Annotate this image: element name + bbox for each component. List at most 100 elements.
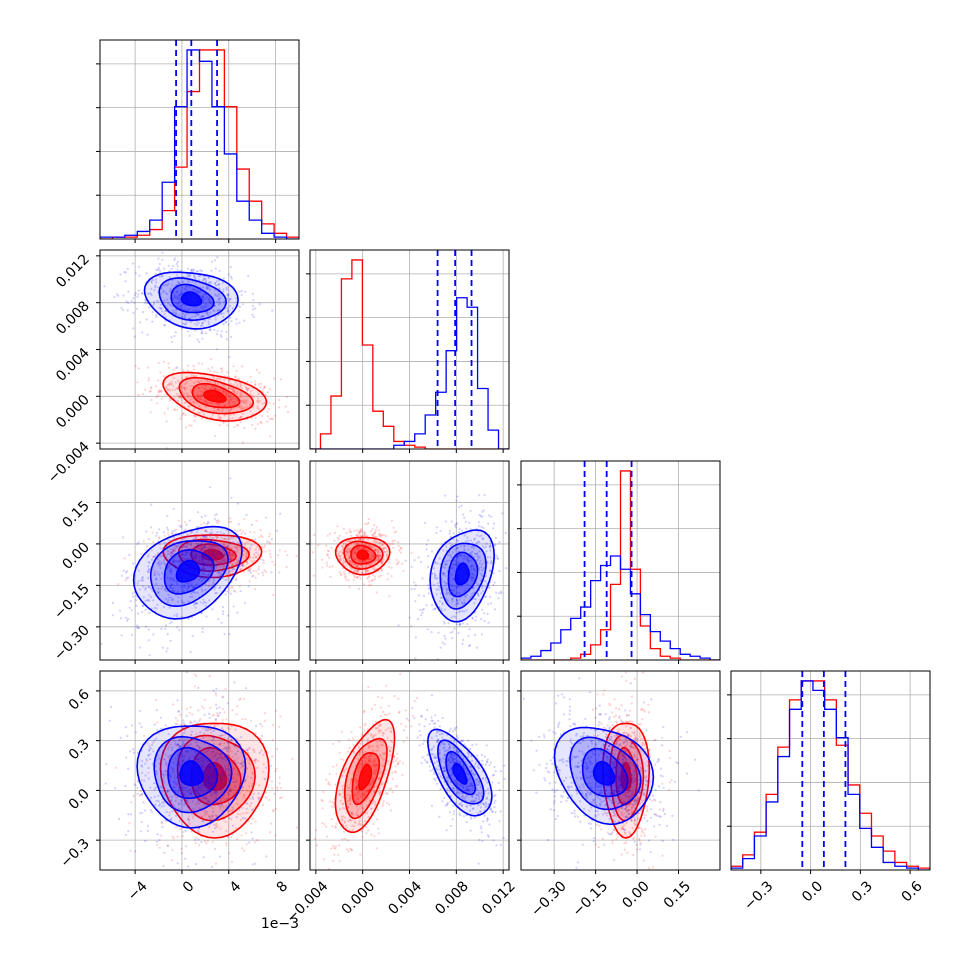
scatter-point xyxy=(184,553,187,556)
scatter-point xyxy=(207,781,211,784)
scatter-point xyxy=(480,633,483,636)
scatter-point xyxy=(149,389,152,393)
scatter-point xyxy=(155,577,158,581)
scatter-point xyxy=(202,796,205,799)
scatter-point xyxy=(183,584,186,587)
scatter-point xyxy=(190,398,193,401)
scatter-point xyxy=(356,565,359,568)
scatter-point xyxy=(225,750,228,754)
scatter-point xyxy=(269,831,272,834)
scatter-point xyxy=(213,546,216,549)
scatter-point xyxy=(178,295,181,298)
scatter-point xyxy=(208,565,211,569)
scatter-point xyxy=(268,535,271,538)
scatter-point xyxy=(427,587,430,590)
scatter-point xyxy=(378,533,381,536)
scatter-point xyxy=(200,379,203,383)
scatter-point xyxy=(471,573,474,576)
scatter-point xyxy=(207,875,209,877)
scatter-point xyxy=(139,793,142,797)
scatter-point xyxy=(209,783,212,786)
scatter-point xyxy=(452,532,455,535)
scatter-point xyxy=(487,603,490,606)
scatter-point xyxy=(260,553,263,556)
scatter-point xyxy=(197,381,200,384)
scatter-point xyxy=(257,400,260,403)
scatter-point xyxy=(186,533,189,536)
scatter-point xyxy=(356,569,359,572)
scatter-point xyxy=(235,381,238,384)
scatter-point xyxy=(399,546,402,550)
scatter-point xyxy=(136,792,139,795)
scatter-point xyxy=(236,561,239,565)
scatter-point xyxy=(438,557,441,560)
scatter-point xyxy=(193,368,196,371)
scatter-point xyxy=(207,287,210,290)
scatter-point xyxy=(177,743,180,746)
scatter-point xyxy=(198,802,201,805)
scatter-point xyxy=(166,590,169,593)
scatter-point xyxy=(395,530,398,533)
scatter-point xyxy=(397,624,400,627)
scatter-point xyxy=(467,559,470,562)
scatter-point xyxy=(479,559,482,562)
scatter-point xyxy=(444,563,447,566)
scatter-point xyxy=(165,386,168,389)
scatter-point xyxy=(169,639,172,643)
scatter-point xyxy=(96,762,98,764)
scatter-point xyxy=(212,789,216,792)
scatter-point xyxy=(216,571,219,575)
scatter-point xyxy=(359,559,362,562)
scatter-point xyxy=(148,306,151,309)
scatter-point xyxy=(236,802,239,805)
scatter-point xyxy=(373,532,376,536)
scatter-point xyxy=(245,552,248,555)
scatter-point xyxy=(449,593,452,596)
scatter-point xyxy=(132,795,135,798)
scatter-point xyxy=(136,626,139,629)
scatter-point xyxy=(198,411,201,414)
scatter-point xyxy=(213,540,216,543)
scatter-point xyxy=(147,766,150,770)
scatter-point xyxy=(472,576,475,579)
scatter-point xyxy=(201,786,204,789)
scatter-point xyxy=(224,783,227,786)
scatter-point xyxy=(171,849,174,852)
scatter-point xyxy=(197,387,200,390)
scatter-point xyxy=(367,576,370,579)
scatter-point xyxy=(180,377,184,380)
scatter-point xyxy=(238,290,241,293)
scatter-point xyxy=(256,407,259,410)
scatter-point xyxy=(363,547,366,550)
scatter-point xyxy=(359,545,362,549)
scatter-point xyxy=(191,309,194,312)
scatter-point xyxy=(222,748,225,751)
scatter-point xyxy=(219,561,222,564)
scatter-point xyxy=(171,530,174,533)
scatter-point xyxy=(249,404,252,407)
scatter-point xyxy=(206,812,209,815)
scatter-point xyxy=(256,553,260,556)
scatter-point xyxy=(358,529,362,532)
scatter-point xyxy=(146,599,149,602)
scatter-point xyxy=(259,558,262,561)
scatter-point xyxy=(202,562,205,566)
scatter-point xyxy=(401,562,404,565)
scatter-point xyxy=(342,559,345,563)
scatter-point xyxy=(146,754,150,757)
scatter-point xyxy=(227,835,230,839)
scatter-point xyxy=(213,517,216,521)
scatter-point xyxy=(261,414,264,418)
scatter-point xyxy=(187,583,190,586)
scatter-point xyxy=(184,414,187,417)
scatter-point xyxy=(199,316,202,319)
scatter-point xyxy=(455,547,458,550)
scatter-point xyxy=(228,817,231,820)
scatter-point xyxy=(209,747,212,750)
scatter-point xyxy=(210,815,213,818)
scatter-point xyxy=(433,577,436,580)
scatter-point xyxy=(209,301,212,304)
scatter-point xyxy=(165,770,168,773)
scatter-point xyxy=(498,592,501,595)
scatter-point xyxy=(211,739,214,742)
